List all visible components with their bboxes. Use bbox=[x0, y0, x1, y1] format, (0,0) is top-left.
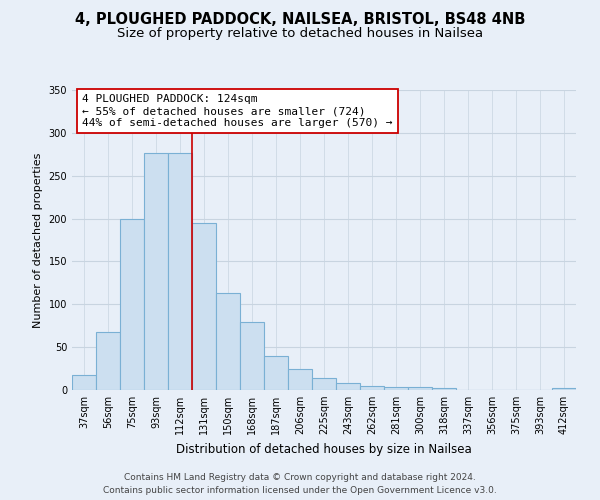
Bar bbox=[216, 293, 240, 390]
Text: Contains HM Land Registry data © Crown copyright and database right 2024.: Contains HM Land Registry data © Crown c… bbox=[124, 474, 476, 482]
Text: Contains public sector information licensed under the Open Government Licence v3: Contains public sector information licen… bbox=[103, 486, 497, 495]
Text: 4 PLOUGHED PADDOCK: 124sqm
← 55% of detached houses are smaller (724)
44% of sem: 4 PLOUGHED PADDOCK: 124sqm ← 55% of deta… bbox=[82, 94, 392, 128]
X-axis label: Distribution of detached houses by size in Nailsea: Distribution of detached houses by size … bbox=[176, 442, 472, 456]
Bar bbox=[432, 388, 456, 390]
Y-axis label: Number of detached properties: Number of detached properties bbox=[33, 152, 43, 328]
Bar bbox=[312, 378, 336, 390]
Bar bbox=[120, 218, 144, 390]
Bar bbox=[240, 322, 264, 390]
Bar bbox=[360, 386, 384, 390]
Bar bbox=[144, 152, 168, 390]
Bar bbox=[552, 388, 576, 390]
Bar bbox=[72, 374, 96, 390]
Text: 4, PLOUGHED PADDOCK, NAILSEA, BRISTOL, BS48 4NB: 4, PLOUGHED PADDOCK, NAILSEA, BRISTOL, B… bbox=[75, 12, 525, 28]
Bar bbox=[384, 388, 408, 390]
Bar bbox=[288, 370, 312, 390]
Bar bbox=[96, 332, 120, 390]
Bar bbox=[264, 356, 288, 390]
Bar bbox=[408, 388, 432, 390]
Bar bbox=[168, 152, 192, 390]
Bar bbox=[336, 383, 360, 390]
Text: Size of property relative to detached houses in Nailsea: Size of property relative to detached ho… bbox=[117, 28, 483, 40]
Bar bbox=[192, 223, 216, 390]
